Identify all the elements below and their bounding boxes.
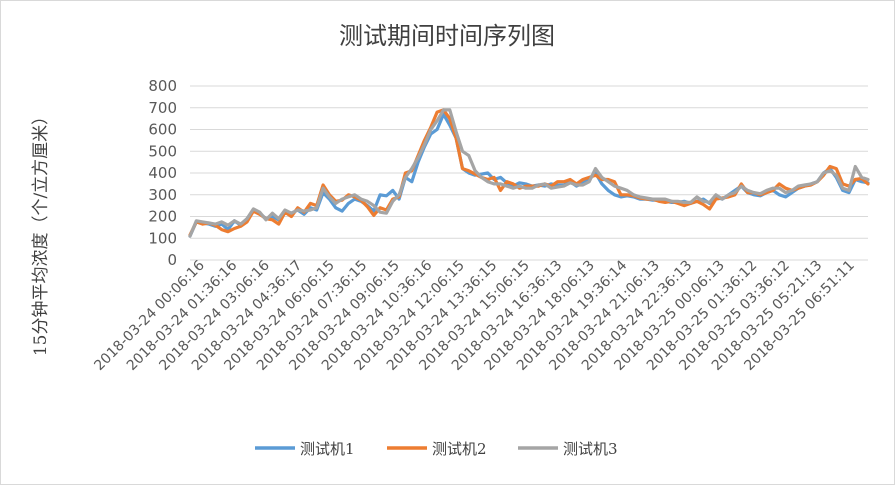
y-tick-label: 0	[167, 251, 177, 269]
legend-label: 测试机3	[563, 440, 618, 458]
y-axis-label: 15分钟平均浓度（个/立方厘米）	[31, 108, 51, 356]
y-tick-label: 700	[148, 99, 177, 117]
y-tick-labels: 0 100 200 300 400 500 600 700 800	[148, 77, 177, 269]
series-line-3	[188, 108, 870, 238]
y-tick-label: 300	[148, 186, 177, 204]
legend-label: 测试机2	[432, 440, 487, 458]
y-tick-label: 200	[148, 208, 177, 226]
y-tick-label: 500	[148, 142, 177, 160]
y-tick-label: 600	[148, 121, 177, 139]
legend-item-2: 测试机2	[387, 440, 487, 458]
y-tick-label: 400	[148, 164, 177, 182]
y-tick-label: 100	[148, 229, 177, 247]
gridlines	[190, 85, 868, 261]
chart-title: 测试期间时间序列图	[339, 22, 555, 50]
legend-label: 测试机1	[300, 440, 355, 458]
y-tick-label: 800	[148, 77, 177, 95]
series-lines	[188, 108, 870, 238]
legend-item-3: 测试机3	[518, 440, 618, 458]
legend-item-1: 测试机1	[255, 440, 355, 458]
legend: 测试机1 测试机2 测试机3	[255, 440, 618, 458]
